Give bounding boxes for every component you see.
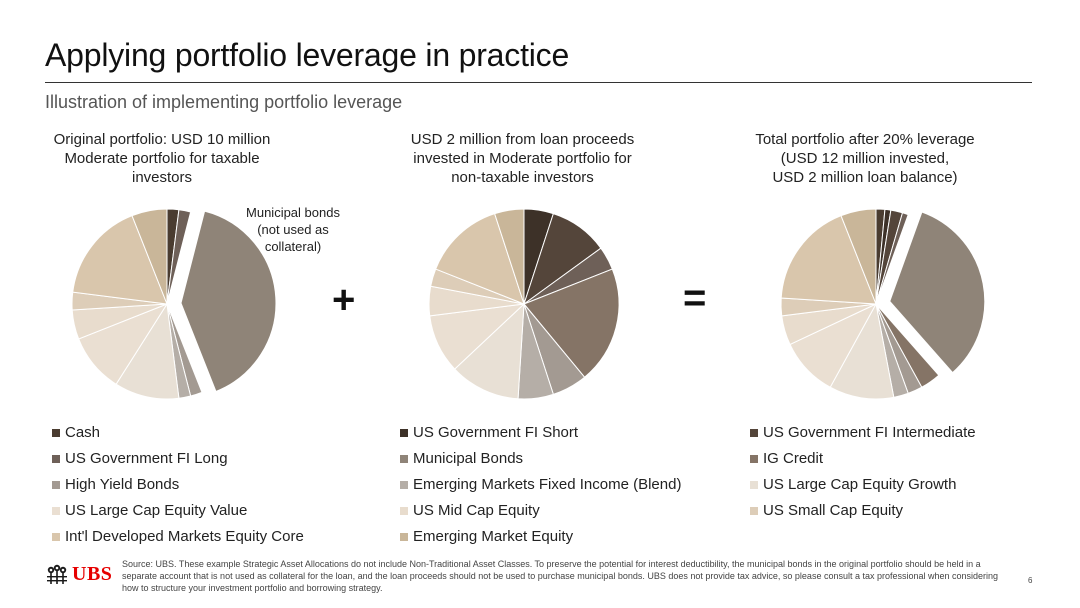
- legend-label: Cash: [65, 424, 101, 441]
- legend-label: Emerging Market Equity: [413, 528, 574, 545]
- pie1-slice-us-government-fi-long: [166, 209, 192, 305]
- pie1-slice-us-large-cap-equity-growth: [115, 302, 180, 400]
- legend-swatch: [400, 428, 408, 437]
- legend-swatch: [400, 532, 408, 541]
- legend-swatch: [400, 480, 408, 489]
- legend-item-us-small-cap-equity: US Small Cap Equity: [750, 502, 903, 519]
- legend-item-emerging-markets-fixed-income-blend: Emerging Markets Fixed Income (Blend): [400, 476, 681, 493]
- source-note: Source: UBS. These example Strategic Ass…: [122, 559, 999, 593]
- title-divider: [45, 82, 1032, 83]
- legend-label: US Government FI Short: [413, 424, 579, 441]
- legend-label: Int'l Developed Markets Equity Core: [65, 528, 304, 545]
- right-heading-line: (USD 12 million invested,: [780, 150, 950, 167]
- legend-swatch: [400, 454, 408, 463]
- right-heading-line: Total portfolio after 20% leverage: [755, 131, 975, 148]
- pie1-slice-municipal-bonds: [180, 210, 277, 393]
- logo-text: UBS: [72, 563, 113, 585]
- legend-label: US Small Cap Equity: [763, 502, 904, 519]
- legend-swatch: [52, 532, 60, 541]
- legend-label: US Large Cap Equity Value: [65, 502, 248, 519]
- legend-item-us-large-cap-equity-value: US Large Cap Equity Value: [52, 502, 247, 519]
- legend-item-us-government-fi-long: US Government FI Long: [52, 450, 228, 467]
- legend-label: US Large Cap Equity Growth: [763, 476, 957, 493]
- legend-label: IG Credit: [763, 450, 824, 467]
- legend-swatch: [52, 428, 60, 437]
- middle-heading-line: non-taxable investors: [451, 169, 594, 186]
- legend-label: US Government FI Long: [65, 450, 228, 467]
- pie3-slice-us-large-cap-equity-growth: [829, 302, 895, 400]
- legend-item-municipal-bonds: Municipal Bonds: [400, 450, 523, 467]
- pie3-slice-emerging-market-equity: [840, 208, 877, 305]
- slide-title: Applying portfolio leverage in practice: [45, 37, 570, 73]
- middle-chart-heading: USD 2 million from loan proceeds investe…: [390, 130, 655, 187]
- legend-item-us-mid-cap-equity: US Mid Cap Equity: [400, 502, 540, 519]
- pie3-slice-municipal-bonds: [889, 211, 986, 374]
- left-heading-line: Moderate portfolio for taxable: [64, 150, 260, 167]
- ubs-logo: UBS: [44, 563, 112, 586]
- equals-operator: =: [683, 276, 707, 320]
- legend-label: High Yield Bonds: [65, 476, 180, 493]
- legend-swatch: [52, 506, 60, 515]
- legend-swatch: [750, 454, 758, 463]
- legend-swatch: [750, 506, 758, 515]
- legend-item-high-yield-bonds: High Yield Bonds: [52, 476, 179, 493]
- left-heading-line: investors: [131, 169, 193, 186]
- legend-swatch: [750, 480, 758, 489]
- legend-item-us-large-cap-equity-growth: US Large Cap Equity Growth: [750, 476, 956, 493]
- legend-label: Municipal Bonds: [413, 450, 524, 467]
- legend-swatch: [750, 428, 758, 437]
- legend-item-int-l-developed-markets-equity-core: Int'l Developed Markets Equity Core: [52, 528, 304, 545]
- legend-label: US Mid Cap Equity: [413, 502, 540, 519]
- legend-swatch: [52, 454, 60, 463]
- pie2-slice-ig-credit: [523, 268, 620, 378]
- plus-operator: +: [332, 278, 356, 322]
- legend-item-emerging-market-equity: Emerging Market Equity: [400, 528, 573, 545]
- legend-swatch: [52, 480, 60, 489]
- pie3-slice-int-l-developed-markets-equity-core: [780, 215, 877, 305]
- middle-heading-line: USD 2 million from loan proceeds: [410, 131, 635, 148]
- legend-swatch: [400, 506, 408, 515]
- legend-item-us-government-fi-short: US Government FI Short: [400, 424, 578, 441]
- callout-line: Municipal bonds: [246, 205, 340, 220]
- callout-line: collateral): [264, 239, 322, 254]
- pie1-slice-emerging-market-equity: [131, 208, 168, 305]
- pie3-slice-us-government-fi-long: [875, 212, 909, 305]
- left-heading-line: Original portfolio: USD 10 million: [53, 131, 271, 148]
- legend-item-cash: Cash: [52, 424, 100, 441]
- legend-item-us-government-fi-intermediate: US Government FI Intermediate: [750, 424, 976, 441]
- legend-item-ig-credit: IG Credit: [750, 450, 823, 467]
- slide-subtitle: Illustration of implementing portfolio l…: [45, 92, 403, 112]
- right-chart-heading: Total portfolio after 20% leverage (USD …: [735, 130, 995, 187]
- legend-label: Emerging Markets Fixed Income (Blend): [413, 476, 682, 493]
- pie2-slice-us-large-cap-equity-growth: [454, 302, 525, 400]
- pie2-slice-emerging-market-equity: [494, 208, 525, 305]
- legend-label: US Government FI Intermediate: [763, 424, 976, 441]
- keys-icon: [47, 564, 67, 584]
- municipal-bonds-callout: Municipal bonds (not used as collateral): [237, 204, 349, 255]
- left-chart-heading: Original portfolio: USD 10 million Moder…: [37, 130, 287, 187]
- page-number: 6: [1028, 576, 1033, 585]
- pie1-slice-int-l-developed-markets-equity-core: [72, 215, 168, 305]
- right-heading-line: USD 2 million loan balance): [772, 169, 958, 186]
- callout-line: (not used as: [257, 222, 329, 237]
- middle-heading-line: invested in Moderate portfolio for: [413, 150, 632, 167]
